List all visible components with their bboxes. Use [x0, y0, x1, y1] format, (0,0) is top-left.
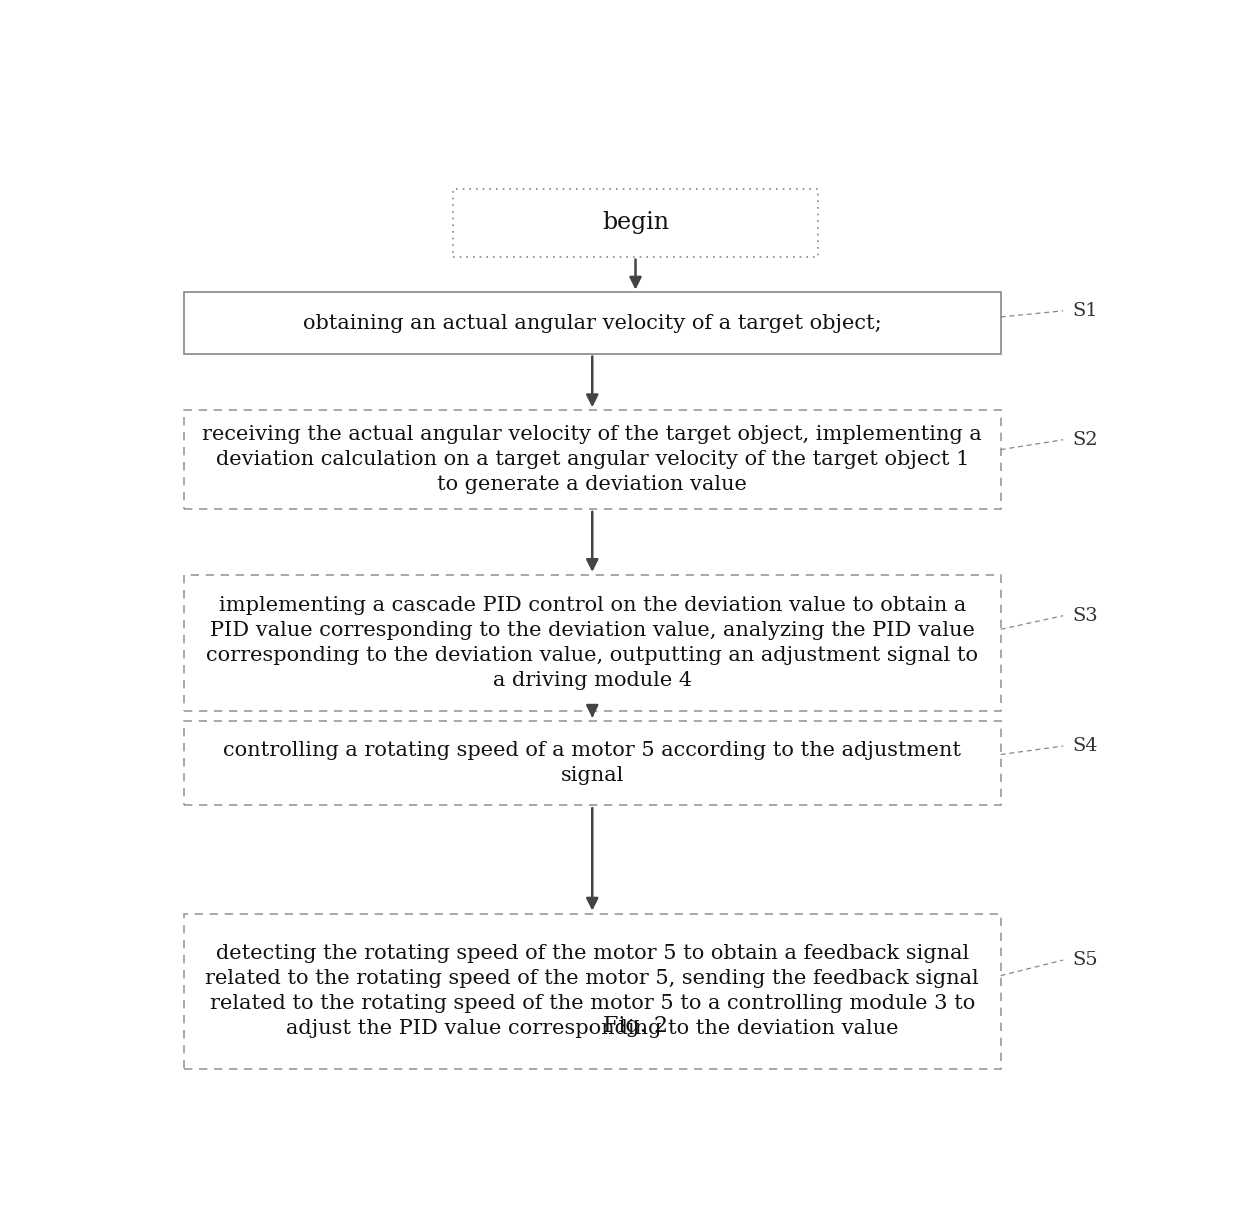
Text: receiving the actual angular velocity of the target object, implementing a
devia: receiving the actual angular velocity of…	[202, 425, 982, 494]
Text: begin: begin	[601, 211, 670, 235]
Text: detecting the rotating speed of the motor 5 to obtain a feedback signal
related : detecting the rotating speed of the moto…	[206, 945, 980, 1039]
Bar	[453, 189, 818, 257]
Bar	[184, 292, 1001, 353]
Text: S2: S2	[1073, 430, 1099, 448]
Bar	[184, 721, 1001, 805]
Text: Fig. 2: Fig. 2	[603, 1015, 668, 1037]
Text: S4: S4	[1073, 737, 1099, 755]
Bar	[184, 411, 1001, 508]
Bar	[184, 574, 1001, 711]
Bar	[184, 914, 1001, 1069]
Text: S1: S1	[1073, 302, 1099, 320]
Text: obtaining an actual angular velocity of a target object;: obtaining an actual angular velocity of …	[303, 314, 882, 332]
Text: controlling a rotating speed of a motor 5 according to the adjustment
signal: controlling a rotating speed of a motor …	[223, 741, 961, 785]
Text: S3: S3	[1073, 606, 1099, 624]
Text: implementing a cascade PID control on the deviation value to obtain a
PID value : implementing a cascade PID control on th…	[206, 596, 978, 690]
Text: S5: S5	[1073, 951, 1099, 969]
